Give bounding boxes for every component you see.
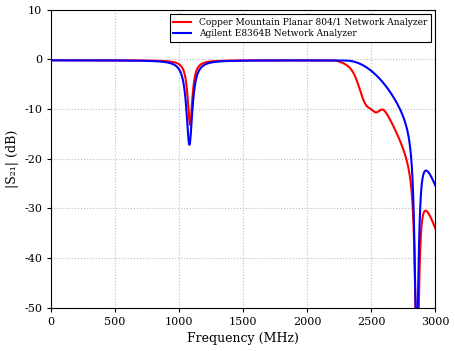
Copper Mountain Planar 804/1 Network Analyzer xyxy=(333,59,339,63)
X-axis label: Frequency (MHz): Frequency (MHz) xyxy=(187,332,299,345)
Copper Mountain Planar 804/1 Network Analyzer xyxy=(354,77,359,81)
Agilent E8364B Network Analyzer xyxy=(293,58,298,62)
Copper Mountain Planar 804/1 Network Analyzer xyxy=(413,306,418,310)
Legend: Copper Mountain Planar 804/1 Network Analyzer, Agilent E8364B Network Analyzer: Copper Mountain Planar 804/1 Network Ana… xyxy=(170,14,431,42)
Agilent E8364B Network Analyzer xyxy=(68,58,73,62)
Agilent E8364B Network Analyzer xyxy=(333,58,339,62)
Line: Agilent E8364B Network Analyzer: Agilent E8364B Network Analyzer xyxy=(51,60,435,308)
Copper Mountain Planar 804/1 Network Analyzer xyxy=(293,58,298,62)
Agilent E8364B Network Analyzer xyxy=(354,60,359,65)
Copper Mountain Planar 804/1 Network Analyzer xyxy=(187,122,193,127)
Agilent E8364B Network Analyzer xyxy=(413,306,418,310)
Copper Mountain Planar 804/1 Network Analyzer xyxy=(276,58,281,62)
Copper Mountain Planar 804/1 Network Analyzer xyxy=(48,58,54,62)
Copper Mountain Planar 804/1 Network Analyzer xyxy=(432,226,438,230)
Agilent E8364B Network Analyzer xyxy=(276,58,281,62)
Agilent E8364B Network Analyzer xyxy=(432,183,438,187)
Line: Copper Mountain Planar 804/1 Network Analyzer: Copper Mountain Planar 804/1 Network Ana… xyxy=(51,60,435,308)
Agilent E8364B Network Analyzer xyxy=(187,139,193,143)
Copper Mountain Planar 804/1 Network Analyzer xyxy=(68,58,73,62)
Y-axis label: |S₂₁| (dB): |S₂₁| (dB) xyxy=(5,130,19,188)
Agilent E8364B Network Analyzer xyxy=(48,58,54,62)
